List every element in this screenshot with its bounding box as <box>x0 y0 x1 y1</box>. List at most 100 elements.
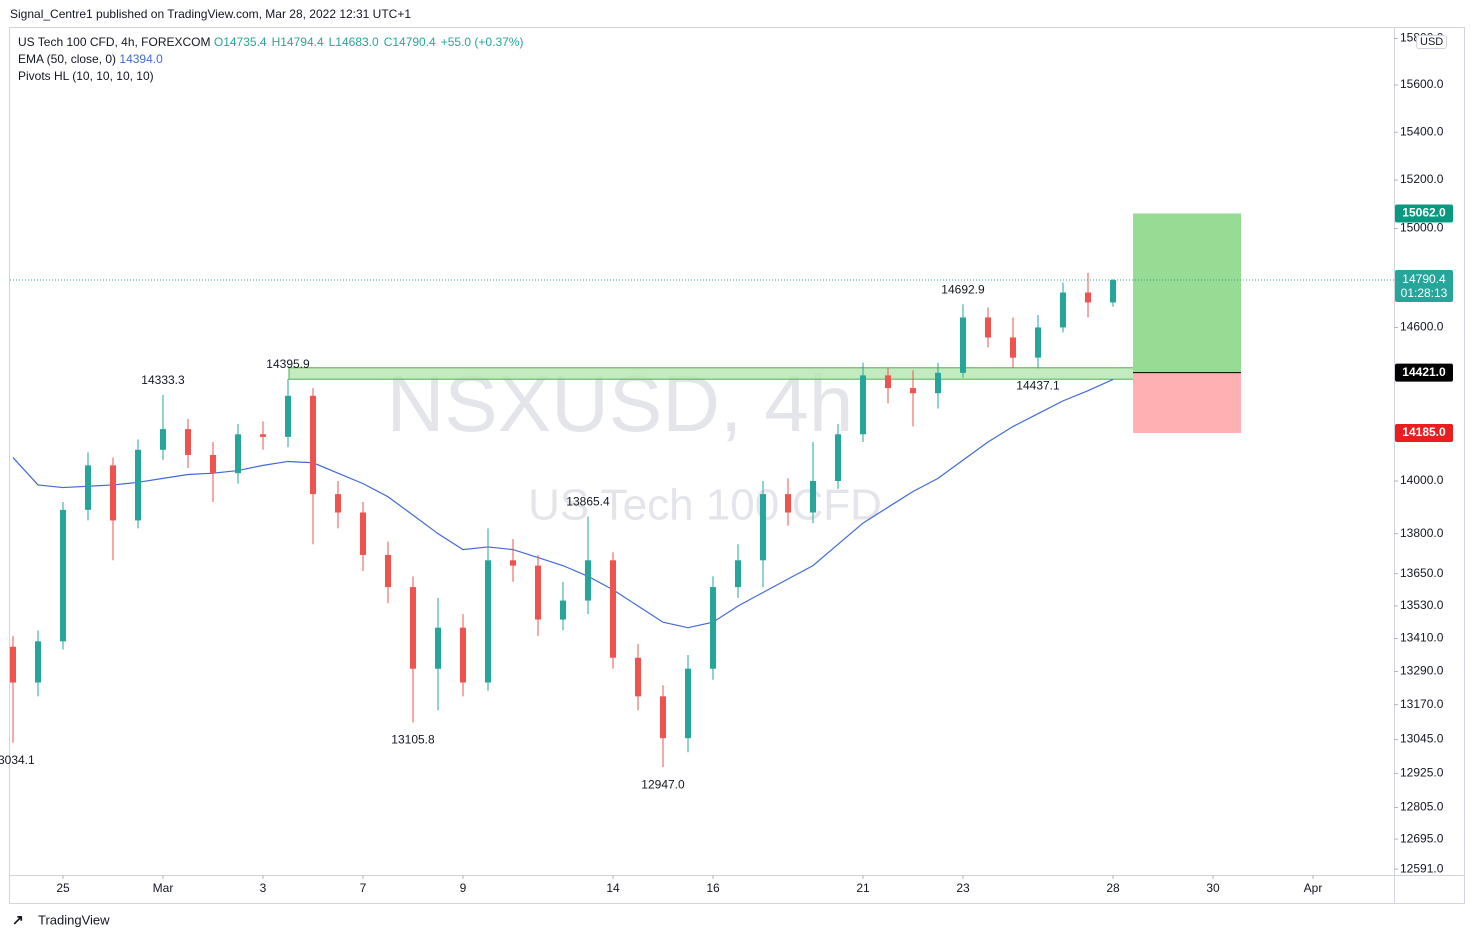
pivot-high-label: 14333.3 <box>141 373 185 387</box>
y-tick-label: 13290.0 <box>1400 664 1444 678</box>
ema-line <box>12 378 1114 629</box>
candle-body <box>585 560 591 601</box>
x-tick-label: Mar <box>153 881 174 895</box>
last-price-bg <box>1395 270 1453 303</box>
y-tick-label: 15000.0 <box>1400 221 1444 235</box>
candle-body <box>610 560 616 658</box>
footer-brand: TradingView <box>38 912 110 927</box>
ohlc-value: O14735.4 <box>213 35 267 49</box>
candle-body <box>35 641 41 683</box>
ohlc: O14735.4 H14794.4 L14683.0 C14790.4 +55.0 (+… <box>214 35 529 49</box>
x-tick-label: 30 <box>1206 881 1220 895</box>
x-tick-label: 23 <box>956 881 970 895</box>
x-tick-label: 9 <box>460 881 467 895</box>
x-tick-label: 7 <box>360 881 367 895</box>
y-tick-label: 12805.0 <box>1400 800 1444 814</box>
y-tick-label: 12591.0 <box>1400 861 1444 875</box>
candle-body <box>10 646 16 683</box>
entry-label-bg <box>1395 363 1453 382</box>
candle-body <box>1035 327 1041 358</box>
last-price-label: 14790.4 <box>1402 272 1446 286</box>
pivot-low-label: 13105.8 <box>391 733 435 747</box>
pivot-low-label: 12947.0 <box>641 777 685 791</box>
x-tick-label: 25 <box>56 881 70 895</box>
candle-body <box>810 481 816 513</box>
candle-body <box>235 434 241 474</box>
candle-body <box>560 600 566 620</box>
candle-body <box>260 434 266 437</box>
stop-label-bg <box>1395 423 1453 442</box>
candle-body <box>960 317 966 373</box>
y-tick-label: 15400.0 <box>1400 124 1444 138</box>
candle-body <box>785 494 791 513</box>
ema-value: 14394.0 <box>119 52 163 66</box>
candle-body <box>710 587 716 669</box>
candle-body <box>1060 292 1066 328</box>
countdown: 01:28:13 <box>1401 286 1448 300</box>
x-tick-label: Apr <box>1304 881 1323 895</box>
candle-body <box>285 395 291 437</box>
pivot-high-label: 14395.9 <box>266 357 310 371</box>
x-tick-label: 3 <box>260 881 267 895</box>
loss-zone <box>1133 372 1241 433</box>
candle-body <box>1110 280 1116 303</box>
y-tick-label: 13045.0 <box>1400 732 1444 746</box>
pivot-high-label: 14692.9 <box>941 282 985 296</box>
y-tick-label: 13170.0 <box>1400 697 1444 711</box>
ohlc-value: L14683.0 <box>328 35 379 49</box>
candle-body <box>85 465 91 510</box>
candle-body <box>510 560 516 566</box>
legend-symbol: US Tech 100 CFD, 4h, FOREXCOM O14735.4 H1… <box>18 35 528 49</box>
ohlc-value: +55.0 (+0.37%) <box>440 35 524 49</box>
candle-body <box>910 388 916 394</box>
candle-body <box>485 560 491 683</box>
y-tick-label: 14000.0 <box>1400 473 1444 487</box>
ema-name: EMA (50, close, 0) <box>18 52 117 66</box>
candle-body <box>335 494 341 513</box>
y-tick-label: 13530.0 <box>1400 598 1444 612</box>
watermark-sub: US Tech 100 CFD <box>528 481 882 530</box>
legend-ema: EMA (50, close, 0) 14394.0 <box>18 52 163 66</box>
candle-body <box>935 372 941 394</box>
candle-body <box>435 627 441 669</box>
candle-body <box>310 395 316 495</box>
candle-body <box>685 668 691 739</box>
candle-body <box>460 627 466 683</box>
candle-body <box>760 494 766 561</box>
currency: USD <box>1416 35 1448 49</box>
profit-zone <box>1133 213 1241 373</box>
stop-label: 14185.0 <box>1402 425 1446 439</box>
frame <box>9 27 1465 904</box>
candle-body <box>185 429 191 455</box>
pivot-low-label: 13034.1 <box>0 753 35 767</box>
y-tick-label: 13410.0 <box>1400 631 1444 645</box>
candle-body <box>1085 292 1091 303</box>
candle-body <box>60 509 66 642</box>
candle-body <box>360 512 366 555</box>
candle-body <box>735 560 741 588</box>
candle-body <box>835 434 841 482</box>
x-tick-label: 21 <box>856 881 870 895</box>
candle-body <box>110 465 116 521</box>
candle-body <box>385 554 391 588</box>
y-tick-label: 15600.0 <box>1400 77 1444 91</box>
footer-logo: ↗ <box>12 912 24 928</box>
y-tick-label: 14600.0 <box>1400 320 1444 334</box>
candle-body <box>135 449 141 521</box>
pivot-high-label: 13865.4 <box>566 495 610 509</box>
candle-body <box>860 375 866 435</box>
candle-body <box>985 317 991 338</box>
y-tick-label: 15200.0 <box>1400 172 1444 186</box>
publisher: Signal_Centre1 published on TradingView.… <box>10 7 412 21</box>
target-label: 15062.0 <box>1402 206 1446 220</box>
candle-body <box>210 454 216 474</box>
legend-pivots: Pivots HL (10, 10, 10, 10) <box>18 69 154 83</box>
pivot-low-label: 14437.1 <box>1016 379 1060 393</box>
y-tick-label: 12695.0 <box>1400 831 1444 845</box>
ohlc-value: H14794.4 <box>271 35 324 49</box>
candle-body <box>660 696 666 739</box>
candle-body <box>535 565 541 620</box>
candle-body <box>1010 337 1016 358</box>
